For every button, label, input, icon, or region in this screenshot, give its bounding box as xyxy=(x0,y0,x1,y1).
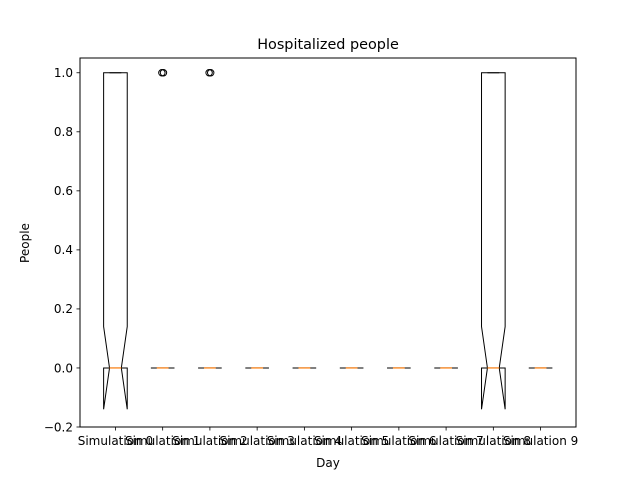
x-tick-label: Simulation 9 xyxy=(503,434,578,448)
box-0 xyxy=(103,72,128,410)
y-tick-label: 0.8 xyxy=(54,125,73,139)
box-2 xyxy=(198,69,222,369)
y-tick-label: 0.2 xyxy=(54,302,73,316)
chart-title: Hospitalized people xyxy=(257,37,399,53)
x-tick-label: Simulation 6 xyxy=(361,434,436,448)
box-body xyxy=(103,72,128,410)
x-axis-label: Day xyxy=(316,456,340,470)
y-tick-label: 0.0 xyxy=(54,361,73,375)
outlier-point xyxy=(159,69,168,77)
x-tick-label: Simulation 3 xyxy=(219,434,294,448)
x-tick-label: Simulation 2 xyxy=(172,434,247,448)
x-tick-label: Simulation 7 xyxy=(408,434,483,448)
box-8 xyxy=(481,72,506,410)
y-tick-label: 0.6 xyxy=(54,184,73,198)
box-1 xyxy=(150,69,175,369)
box-series xyxy=(103,69,553,410)
y-axis-ticks: −0.2 0.0 0.2 0.4 0.6 0.8 1.0 xyxy=(44,66,80,434)
x-tick-label: Simulation 0 xyxy=(78,434,153,448)
outlier-point xyxy=(207,69,215,77)
y-tick-label: 1.0 xyxy=(54,66,73,80)
x-tick-label: Simulation 8 xyxy=(456,434,531,448)
x-tick-label: Simulation 5 xyxy=(314,434,389,448)
plot-frame xyxy=(79,57,577,428)
y-tick-label: −0.2 xyxy=(44,420,73,434)
y-axis-label: People xyxy=(18,223,32,263)
x-tick-label: Simulation 1 xyxy=(125,434,200,448)
y-tick-label: 0.4 xyxy=(54,243,73,257)
x-tick-label: Simulation 4 xyxy=(267,434,342,448)
box-body xyxy=(481,72,506,410)
